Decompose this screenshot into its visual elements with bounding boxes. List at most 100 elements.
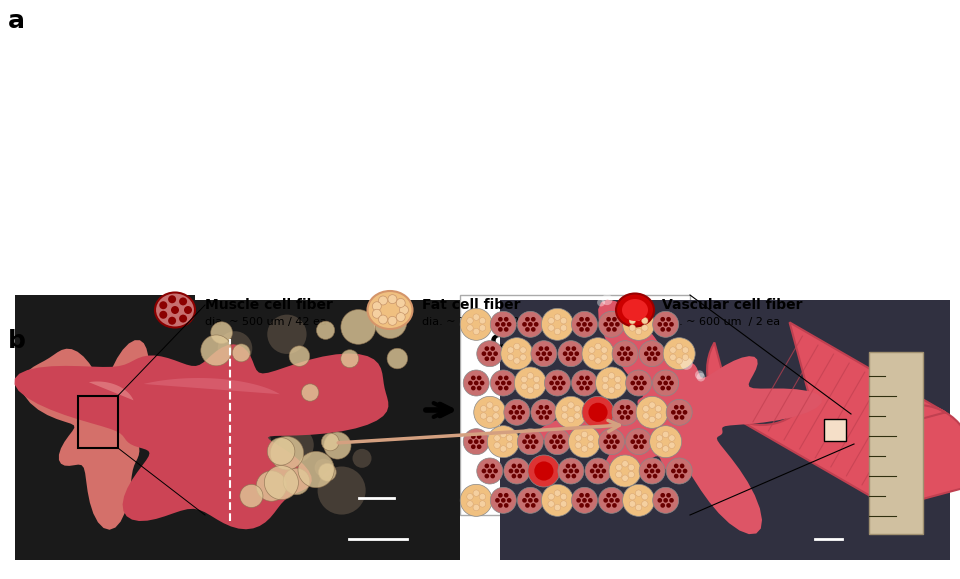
Circle shape	[491, 346, 495, 351]
Circle shape	[663, 498, 668, 503]
Circle shape	[495, 380, 500, 386]
Circle shape	[491, 464, 495, 468]
Circle shape	[653, 488, 679, 514]
Circle shape	[636, 314, 642, 320]
Circle shape	[558, 434, 563, 439]
Circle shape	[622, 461, 628, 467]
Text: Fat cell fiber: Fat cell fiber	[422, 298, 520, 312]
Circle shape	[561, 380, 565, 386]
Circle shape	[639, 386, 644, 390]
Circle shape	[629, 351, 634, 356]
Circle shape	[555, 439, 560, 444]
Circle shape	[622, 475, 628, 481]
Circle shape	[620, 357, 624, 361]
Circle shape	[555, 397, 587, 428]
Circle shape	[656, 468, 660, 474]
Text: dia. ~ 760 um / 28 ea: dia. ~ 760 um / 28 ea	[422, 317, 544, 327]
Circle shape	[574, 351, 579, 356]
Circle shape	[629, 493, 636, 500]
Circle shape	[644, 468, 649, 474]
Circle shape	[612, 327, 616, 332]
Circle shape	[571, 312, 597, 338]
Circle shape	[534, 498, 539, 503]
Circle shape	[602, 383, 609, 390]
Circle shape	[256, 471, 287, 501]
Circle shape	[658, 498, 662, 503]
Circle shape	[539, 405, 543, 409]
Circle shape	[636, 380, 641, 386]
Circle shape	[647, 464, 652, 468]
Circle shape	[525, 434, 530, 439]
Circle shape	[567, 402, 574, 408]
Circle shape	[341, 310, 375, 345]
Circle shape	[671, 468, 676, 474]
Circle shape	[585, 376, 589, 380]
Circle shape	[574, 413, 581, 419]
Circle shape	[168, 295, 176, 303]
Circle shape	[541, 484, 573, 516]
Circle shape	[487, 416, 493, 423]
Circle shape	[588, 380, 592, 386]
Circle shape	[512, 405, 516, 409]
Circle shape	[568, 426, 600, 457]
Circle shape	[534, 322, 539, 327]
Circle shape	[588, 322, 592, 327]
Circle shape	[607, 503, 611, 508]
Bar	[460, 295, 690, 515]
Circle shape	[473, 504, 479, 511]
Circle shape	[644, 351, 649, 356]
Circle shape	[597, 298, 605, 306]
Circle shape	[585, 327, 589, 332]
Bar	[824, 419, 846, 441]
Bar	[78, 396, 117, 448]
Circle shape	[683, 468, 687, 474]
Circle shape	[517, 474, 522, 478]
Circle shape	[558, 445, 563, 449]
Circle shape	[474, 380, 479, 386]
Circle shape	[612, 503, 616, 508]
Circle shape	[623, 351, 628, 356]
Circle shape	[617, 410, 621, 415]
Circle shape	[623, 410, 628, 415]
Circle shape	[599, 474, 603, 478]
Circle shape	[669, 442, 675, 449]
Circle shape	[480, 380, 485, 386]
Circle shape	[491, 312, 516, 338]
Ellipse shape	[616, 294, 654, 327]
Circle shape	[514, 343, 520, 350]
Circle shape	[579, 493, 584, 497]
Circle shape	[517, 488, 543, 514]
Circle shape	[479, 493, 486, 500]
Circle shape	[579, 327, 584, 332]
Circle shape	[517, 405, 522, 409]
Circle shape	[650, 468, 655, 474]
Circle shape	[539, 346, 543, 351]
Circle shape	[582, 380, 587, 386]
Circle shape	[634, 434, 638, 439]
Circle shape	[649, 402, 656, 408]
Circle shape	[493, 435, 500, 441]
Circle shape	[528, 322, 533, 327]
Circle shape	[525, 445, 530, 449]
Circle shape	[388, 316, 396, 325]
Circle shape	[471, 386, 475, 390]
Circle shape	[399, 306, 409, 314]
Circle shape	[669, 380, 674, 386]
Circle shape	[480, 439, 485, 444]
Circle shape	[534, 383, 540, 390]
Circle shape	[576, 498, 581, 503]
Circle shape	[588, 347, 595, 353]
Circle shape	[641, 501, 648, 507]
Circle shape	[498, 503, 503, 508]
Circle shape	[602, 376, 609, 383]
Circle shape	[527, 387, 534, 393]
Circle shape	[507, 380, 512, 386]
Circle shape	[387, 349, 408, 369]
Circle shape	[599, 464, 603, 468]
Circle shape	[581, 446, 588, 452]
Circle shape	[378, 315, 388, 324]
Circle shape	[571, 488, 597, 514]
Circle shape	[629, 325, 636, 331]
Circle shape	[683, 410, 687, 415]
Circle shape	[676, 343, 683, 350]
